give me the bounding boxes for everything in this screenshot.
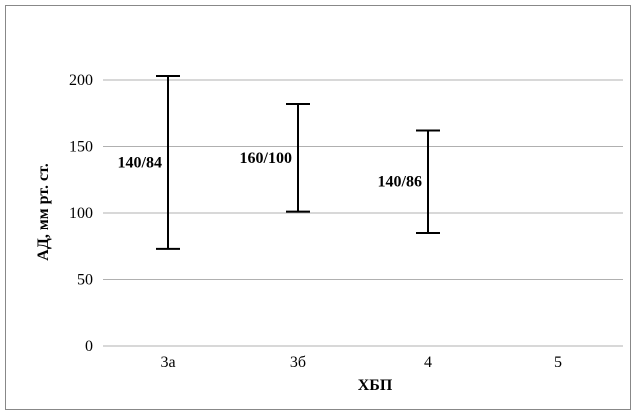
x-tick-labels: 3а 3б 4 5 (160, 354, 562, 371)
x-tick-label-1: 3а (160, 354, 175, 371)
data-label-3: 140/86 (378, 174, 422, 191)
y-tick-label-100: 100 (69, 205, 93, 222)
x-tick-label-4: 5 (554, 354, 562, 371)
x-tick-label-3: 4 (424, 354, 432, 371)
y-tick-labels: 0 50 100 150 200 (69, 72, 93, 355)
data-labels: 140/84 160/100 140/86 (118, 150, 422, 191)
grid-lines (103, 79, 623, 347)
y-tick-label-150: 150 (69, 139, 93, 156)
x-tick-label-2: 3б (290, 354, 306, 371)
error-bar-2 (286, 102, 310, 213)
y-tick-label-50: 50 (77, 272, 93, 289)
data-label-1: 140/84 (118, 154, 162, 171)
error-bar-3 (416, 129, 440, 234)
x-axis-title: ХБП (358, 377, 393, 394)
error-bars (156, 75, 440, 250)
y-tick-label-0: 0 (85, 338, 93, 355)
data-label-2: 160/100 (240, 150, 292, 167)
error-bar-1 (156, 75, 180, 250)
y-tick-label-200: 200 (69, 72, 93, 89)
y-axis-title: АД, мм рт. ст. (35, 163, 52, 260)
chart-frame (5, 5, 631, 410)
